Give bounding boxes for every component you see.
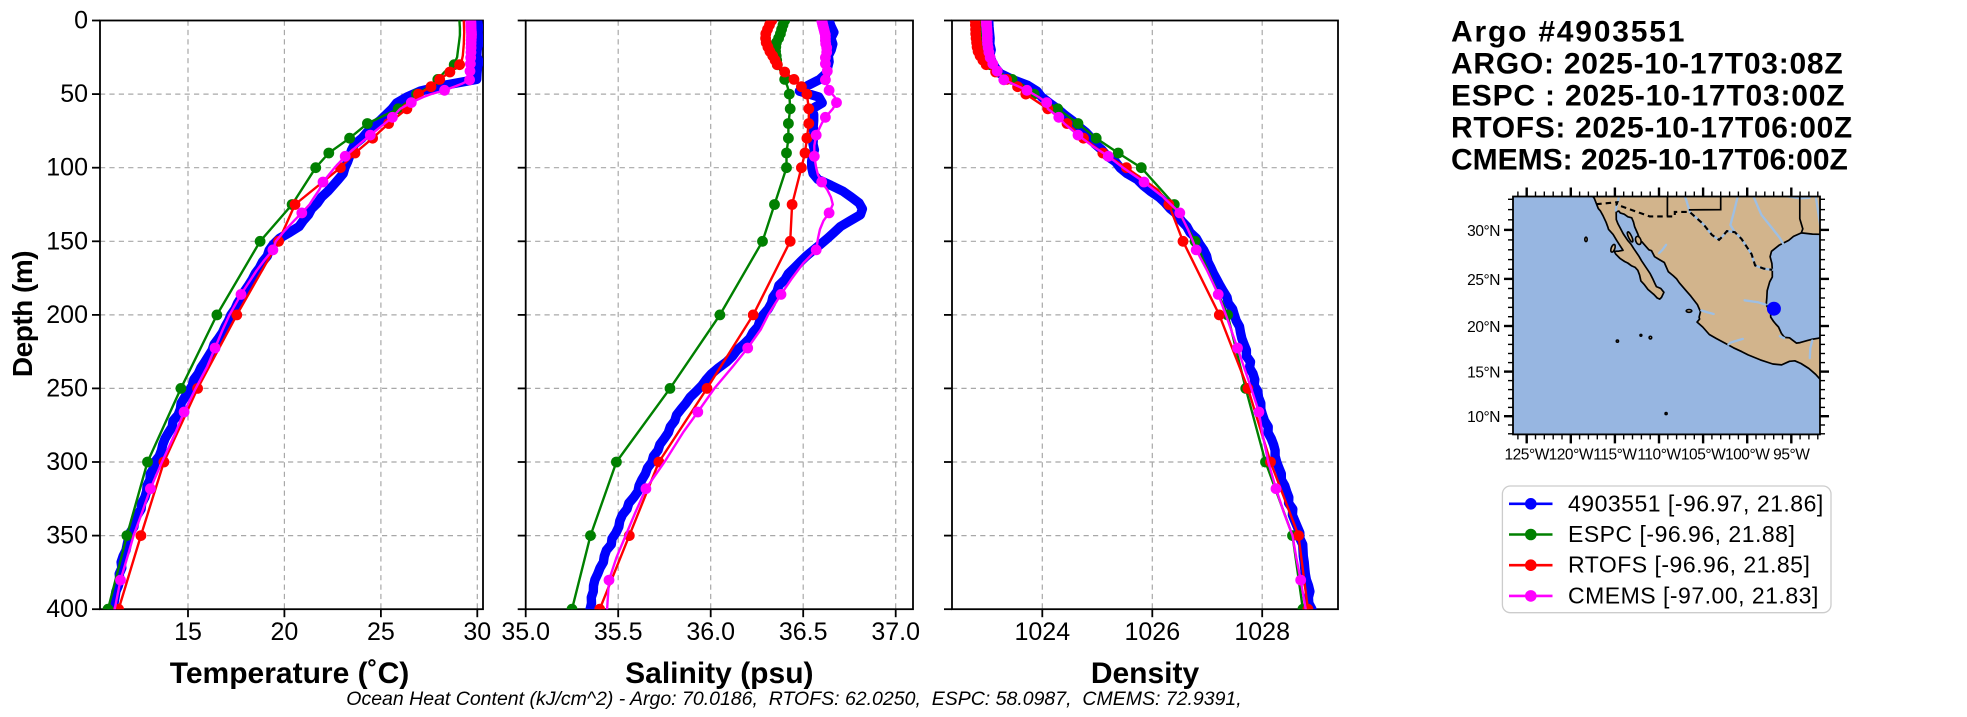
svg-text:1026: 1026 (1124, 618, 1180, 646)
svg-text:25: 25 (367, 618, 395, 646)
svg-text:36.5: 36.5 (779, 618, 828, 646)
svg-text:95°W: 95°W (1773, 446, 1810, 463)
svg-text:Depth (m): Depth (m) (7, 251, 38, 377)
svg-text:CMEMS: 2025-10-17T06:00Z: CMEMS: 2025-10-17T06:00Z (1451, 144, 1848, 177)
svg-text:250: 250 (46, 374, 88, 402)
svg-text:25°N: 25°N (1467, 272, 1500, 289)
svg-text:100: 100 (46, 154, 88, 182)
svg-text:20: 20 (270, 618, 298, 646)
svg-text:35.5: 35.5 (594, 618, 643, 646)
svg-text:ESPC : 2025-10-17T03:00Z: ESPC : 2025-10-17T03:00Z (1451, 80, 1845, 113)
svg-text:1028: 1028 (1234, 618, 1290, 646)
svg-text:150: 150 (46, 227, 88, 255)
svg-text:125°W: 125°W (1504, 446, 1549, 463)
svg-text:200: 200 (46, 301, 88, 329)
svg-text:RTOFS: 2025-10-17T06:00Z: RTOFS: 2025-10-17T06:00Z (1451, 112, 1853, 145)
svg-text:1024: 1024 (1014, 618, 1070, 646)
svg-text:30°N: 30°N (1467, 223, 1500, 240)
svg-text:120°W: 120°W (1549, 446, 1594, 463)
svg-text:10°N: 10°N (1467, 409, 1500, 426)
svg-text:0: 0 (74, 7, 88, 35)
svg-text:CMEMS [-97.00, 21.83]: CMEMS [-97.00, 21.83] (1568, 582, 1819, 608)
svg-text:110°W: 110°W (1637, 446, 1681, 463)
svg-text:RTOFS [-96.96, 21.85]: RTOFS [-96.96, 21.85] (1568, 552, 1810, 578)
svg-text:20°N: 20°N (1467, 319, 1500, 336)
svg-text:Density: Density (1091, 657, 1200, 690)
svg-text:400: 400 (46, 595, 88, 623)
svg-text:Salinity (psu): Salinity (psu) (625, 657, 813, 690)
svg-text:15: 15 (174, 618, 202, 646)
svg-text:350: 350 (46, 522, 88, 550)
svg-text:30: 30 (463, 618, 491, 646)
svg-text:36.0: 36.0 (686, 618, 735, 646)
svg-text:105°W: 105°W (1681, 446, 1726, 463)
svg-text:Temperature (˚C): Temperature (˚C) (170, 657, 409, 690)
svg-text:Ocean Heat Content (kJ/cm^2) -: Ocean Heat Content (kJ/cm^2) - Argo: 70.… (346, 688, 1241, 710)
svg-text:ESPC [-96.96, 21.88]: ESPC [-96.96, 21.88] (1568, 521, 1795, 547)
svg-text:ARGO: 2025-10-17T03:08Z: ARGO: 2025-10-17T03:08Z (1451, 47, 1843, 80)
svg-text:15°N: 15°N (1467, 365, 1500, 382)
svg-text:50: 50 (60, 80, 88, 108)
svg-text:100°W: 100°W (1725, 446, 1770, 463)
svg-text:Argo #4903551: Argo #4903551 (1451, 15, 1686, 48)
svg-text:37.0: 37.0 (871, 618, 920, 646)
svg-text:115°W: 115°W (1593, 446, 1637, 463)
svg-text:4903551 [-96.97, 21.86]: 4903551 [-96.97, 21.86] (1568, 490, 1824, 516)
svg-text:300: 300 (46, 448, 88, 476)
svg-text:35.0: 35.0 (501, 618, 550, 646)
